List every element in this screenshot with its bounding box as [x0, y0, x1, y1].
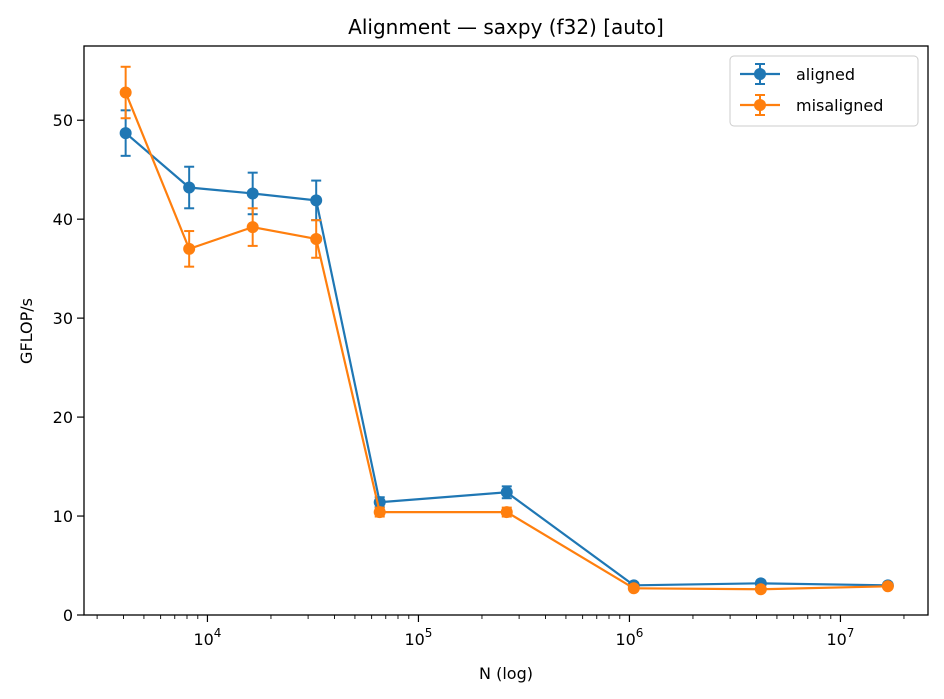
series-misaligned [119, 65, 894, 596]
data-point [119, 127, 132, 140]
y-tick-label: 20 [53, 408, 73, 427]
y-tick-label: 40 [53, 210, 73, 229]
x-tick-label: 105 [404, 626, 432, 649]
data-point [500, 486, 513, 499]
data-point [373, 506, 386, 519]
legend-label: misaligned [796, 96, 883, 115]
data-point [183, 242, 196, 255]
x-tick-label: 107 [826, 626, 854, 649]
data-point [183, 181, 196, 194]
x-axis-label: N (log) [479, 664, 533, 683]
axes-frame [83, 45, 929, 616]
data-point [881, 580, 894, 593]
chart-title: Alignment — saxpy (f32) [auto] [348, 15, 664, 39]
legend-marker [754, 99, 766, 111]
data-point [246, 187, 259, 200]
y-tick-label: 10 [53, 507, 73, 526]
data-point [754, 583, 767, 596]
data-point [500, 506, 513, 519]
legend-marker [754, 68, 766, 80]
legend-label: aligned [796, 65, 855, 84]
y-tick-label: 50 [53, 111, 73, 130]
y-axis-label: GFLOP/s [17, 298, 36, 364]
y-tick-label: 0 [63, 606, 73, 625]
x-axis-ticks: 104 105 106 107 [96, 615, 905, 649]
data-point [627, 582, 640, 595]
data-point [246, 221, 259, 234]
data-point [310, 232, 323, 245]
legend-entry-aligned: aligned [740, 63, 855, 85]
y-tick-label: 30 [53, 309, 73, 328]
legend-entry-misaligned: misaligned [740, 94, 883, 116]
x-tick-label: 104 [193, 626, 221, 649]
data-point [119, 86, 132, 99]
y-axis-ticks: 0 10 20 30 40 50 [53, 111, 84, 625]
plot-area [119, 65, 894, 596]
legend: aligned misaligned [729, 55, 919, 127]
x-tick-label: 106 [615, 626, 643, 649]
data-point [310, 194, 323, 207]
